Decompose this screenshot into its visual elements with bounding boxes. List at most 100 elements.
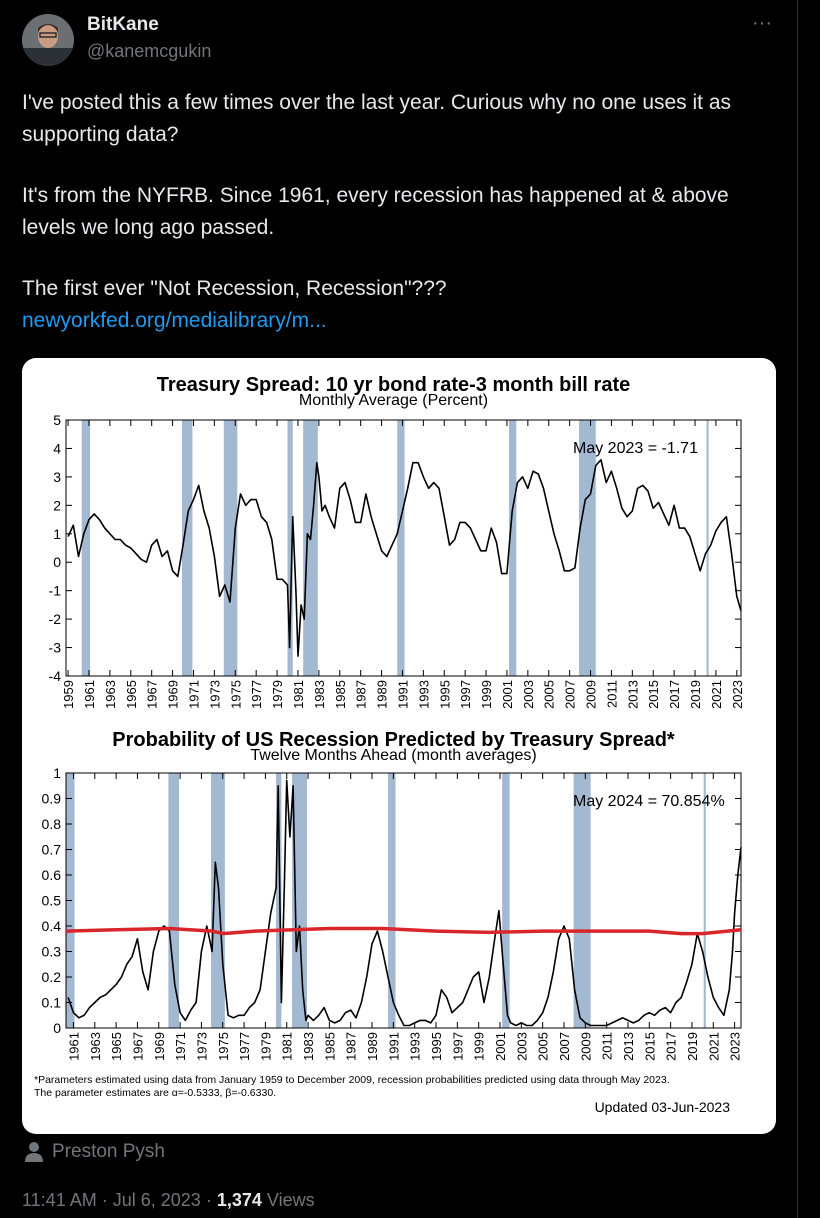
author-name[interactable]: BitKane [87, 14, 159, 35]
x-tick-label: 1967 [145, 680, 160, 709]
y-tick-label: 0 [53, 554, 61, 570]
y-tick-label: 0.6 [42, 867, 62, 883]
recession-band [502, 773, 510, 1028]
x-tick-label: 2019 [685, 1032, 700, 1061]
y-tick-label: 3 [53, 469, 61, 485]
x-tick-label: 1971 [186, 680, 201, 709]
recession-band [223, 420, 238, 676]
x-tick-label: 1985 [333, 680, 348, 709]
x-tick-label: 1995 [437, 680, 452, 709]
x-tick-label: 2009 [578, 1032, 593, 1061]
x-tick-label: 2007 [563, 680, 578, 709]
x-tick-label: 2007 [557, 1032, 572, 1061]
person-icon [25, 1142, 43, 1162]
x-tick-label: 1997 [450, 1032, 465, 1061]
x-tick-label: 2017 [664, 1032, 679, 1061]
views-count: 1,374 [216, 1190, 262, 1210]
x-tick-label: 2011 [600, 1032, 615, 1060]
x-tick-label: 1965 [124, 680, 139, 709]
y-tick-label: 0.8 [42, 816, 62, 832]
y-tick-label: -3 [49, 640, 62, 656]
chart-card[interactable]: -4 -3 -2 -1 0 1 2 3 4 5 1959 1961 1963 1965 1967 1969 19… [22, 358, 776, 1134]
recession-band [303, 420, 318, 676]
recession-band [276, 773, 282, 1028]
y-tick-label: 2 [53, 497, 61, 513]
x-tick-label: 1997 [458, 680, 473, 709]
x-tick-label: 1979 [258, 1032, 273, 1061]
y-tick-label: 0.5 [42, 893, 62, 909]
x-tick-label: 2009 [584, 680, 599, 709]
y-tick-label: 1 [53, 526, 61, 542]
x-tick-label: 1987 [344, 1032, 359, 1061]
y-tick-label: -4 [49, 668, 62, 684]
chart-subtitle: Monthly Average (Percent) [299, 392, 488, 409]
recession-band [292, 773, 307, 1028]
x-tick-label: 1993 [408, 1032, 423, 1061]
x-tick-label: 2015 [646, 680, 661, 709]
separator: · [205, 1190, 212, 1210]
y-tick-label: 0.2 [42, 969, 62, 985]
x-tick-label: 1979 [270, 680, 285, 709]
data-line [67, 459, 742, 657]
y-tick-label: 0.7 [42, 842, 62, 858]
footnote: *Parameters estimated using data from Ja… [34, 1074, 670, 1086]
y-tick-label: 0.3 [42, 944, 62, 960]
recession-band [81, 420, 91, 676]
y-tick-label: 0.9 [42, 791, 62, 807]
x-tick-label: 2015 [642, 1032, 657, 1061]
x-tick-label: 2017 [667, 680, 682, 709]
recession-band [579, 420, 596, 676]
recession-band [168, 773, 180, 1028]
x-tick-label: 1981 [280, 1032, 295, 1061]
y-tick-label: 0.4 [42, 918, 62, 934]
x-tick-label: 1977 [249, 680, 264, 709]
x-tick-label: 1975 [228, 680, 243, 709]
attribution[interactable]: Preston Pysh [52, 1141, 165, 1162]
x-tick-label: 1989 [365, 1032, 380, 1061]
x-tick-label: 1983 [301, 1032, 316, 1061]
x-tick-label: 2021 [709, 680, 724, 709]
x-tick-label: 1961 [82, 680, 97, 709]
paragraph: The first ever "Not Recession, Recession… [22, 277, 447, 300]
recession-band [287, 420, 293, 676]
y-tick-label: -2 [49, 611, 62, 627]
link[interactable]: newyorkfed.org/medialibrary/m... [22, 309, 327, 332]
x-tick-label: 1983 [312, 680, 327, 709]
x-tick-label: 2023 [730, 680, 745, 709]
x-tick-label: 2005 [542, 680, 557, 709]
x-tick-label: 1977 [237, 1032, 252, 1061]
x-tick-label: 1971 [173, 1032, 188, 1061]
x-tick-label: 1989 [375, 680, 390, 709]
x-tick-label: 1975 [216, 1032, 231, 1061]
updated-date: Updated 03-Jun-2023 [595, 1099, 731, 1115]
x-tick-label: 1981 [291, 680, 306, 709]
separator: · [101, 1190, 108, 1210]
recession-band [181, 420, 193, 676]
author-handle[interactable]: @kanemcgukin [87, 41, 212, 61]
x-tick-label: 1991 [386, 1032, 401, 1061]
x-tick-label: 1967 [130, 1032, 145, 1061]
x-tick-label: 1995 [429, 1032, 444, 1061]
tweet-text: I've posted this a few times over the la… [22, 87, 787, 337]
x-tick-label: 1985 [322, 1032, 337, 1061]
plot-frame [65, 419, 742, 677]
x-tick-label: 1959 [61, 680, 76, 709]
data-line [67, 779, 742, 1027]
avatar[interactable] [22, 14, 74, 66]
annotation: May 2023 = -1.71 [573, 440, 698, 457]
more-button[interactable]: ··· [752, 12, 772, 34]
data-line [65, 926, 742, 936]
date[interactable]: Jul 6, 2023 [112, 1190, 201, 1210]
x-tick-label: 1963 [103, 680, 118, 709]
x-tick-label: 2003 [514, 1032, 529, 1061]
time[interactable]: 11:41 AM [22, 1190, 97, 1210]
x-tick-label: 1993 [416, 680, 431, 709]
recession-band [388, 773, 396, 1028]
x-tick-label: 2023 [728, 1032, 743, 1061]
paragraph: It's from the NYFRB. Since 1961, every r… [22, 184, 729, 239]
x-tick-label: 1987 [354, 680, 369, 709]
recession-band [573, 773, 591, 1028]
x-tick-label: 2013 [621, 1032, 636, 1061]
timestamp: 11:41 AM · Jul 6, 2023 · 1,374 Views [22, 1190, 315, 1211]
